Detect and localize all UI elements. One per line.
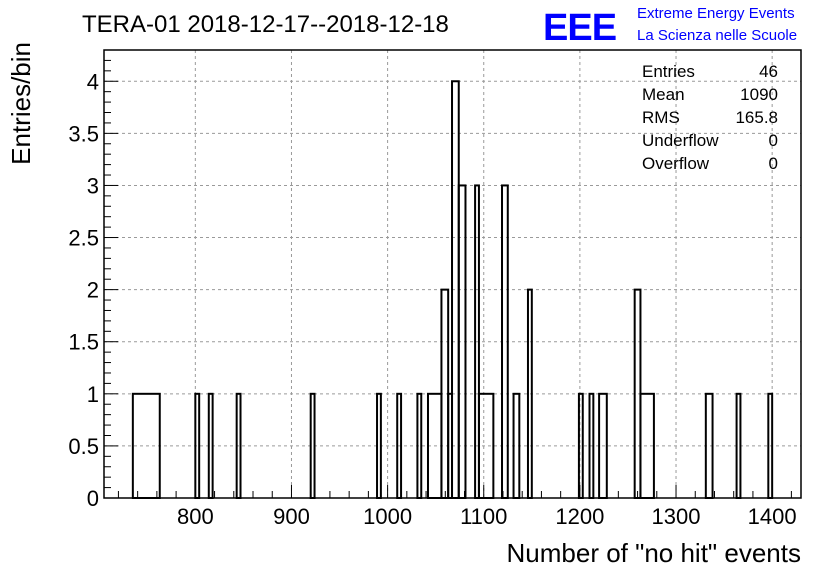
y-tick-label: 4 <box>87 69 99 94</box>
logo-line-1: Extreme Energy Events <box>637 5 795 22</box>
logo-line-2: La Scienza nelle Scuole <box>637 27 797 44</box>
y-tick-label: 0.5 <box>68 434 99 459</box>
x-tick-label: 1300 <box>652 504 701 529</box>
y-axis: 0 0.5 1 1.5 2 2.5 3 3.5 4 <box>68 49 118 511</box>
y-tick-label: 0 <box>87 486 99 511</box>
y-tick-label: 1.5 <box>68 330 99 355</box>
chart-title: TERA-01 2018-12-17--2018-12-18 <box>82 11 449 38</box>
y-tick-label: 3.5 <box>68 121 99 146</box>
x-tick-label: 800 <box>177 504 214 529</box>
stats-value: 0 <box>769 131 778 150</box>
x-tick-label: 1100 <box>460 504 507 529</box>
y-axis-title: Entries/bin <box>6 42 36 165</box>
stats-label: Mean <box>642 85 685 104</box>
x-axis-title: Number of "no hit" events <box>507 538 802 568</box>
x-tick-label: 1000 <box>363 504 412 529</box>
eee-logo: EEE Extreme Energy Events La Scienza nel… <box>543 5 797 49</box>
stats-label: Entries <box>642 62 695 81</box>
stats-value: 165.8 <box>735 108 778 127</box>
x-tick-label: 1200 <box>555 504 604 529</box>
logo-mark: EEE <box>543 7 616 49</box>
stats-label: RMS <box>642 108 680 127</box>
y-tick-label: 2 <box>87 278 99 303</box>
y-tick-label: 1 <box>87 382 99 407</box>
x-axis: 800 900 1000 1100 1200 1300 1400 <box>117 485 797 529</box>
stats-label: Underflow <box>642 131 719 150</box>
x-tick-label: 900 <box>273 504 310 529</box>
stats-value: 46 <box>759 62 778 81</box>
y-tick-label: 2.5 <box>68 226 99 251</box>
stats-value: 0 <box>769 154 778 173</box>
stats-box: Entries 46 Mean 1090 RMS 165.8 Underflow 0 Overf… <box>642 62 778 173</box>
y-tick-label: 3 <box>87 173 99 198</box>
plot-frame <box>103 49 802 499</box>
stats-label: Overflow <box>642 154 710 173</box>
stats-value: 1090 <box>740 85 778 104</box>
x-tick-label: 1400 <box>748 504 797 529</box>
